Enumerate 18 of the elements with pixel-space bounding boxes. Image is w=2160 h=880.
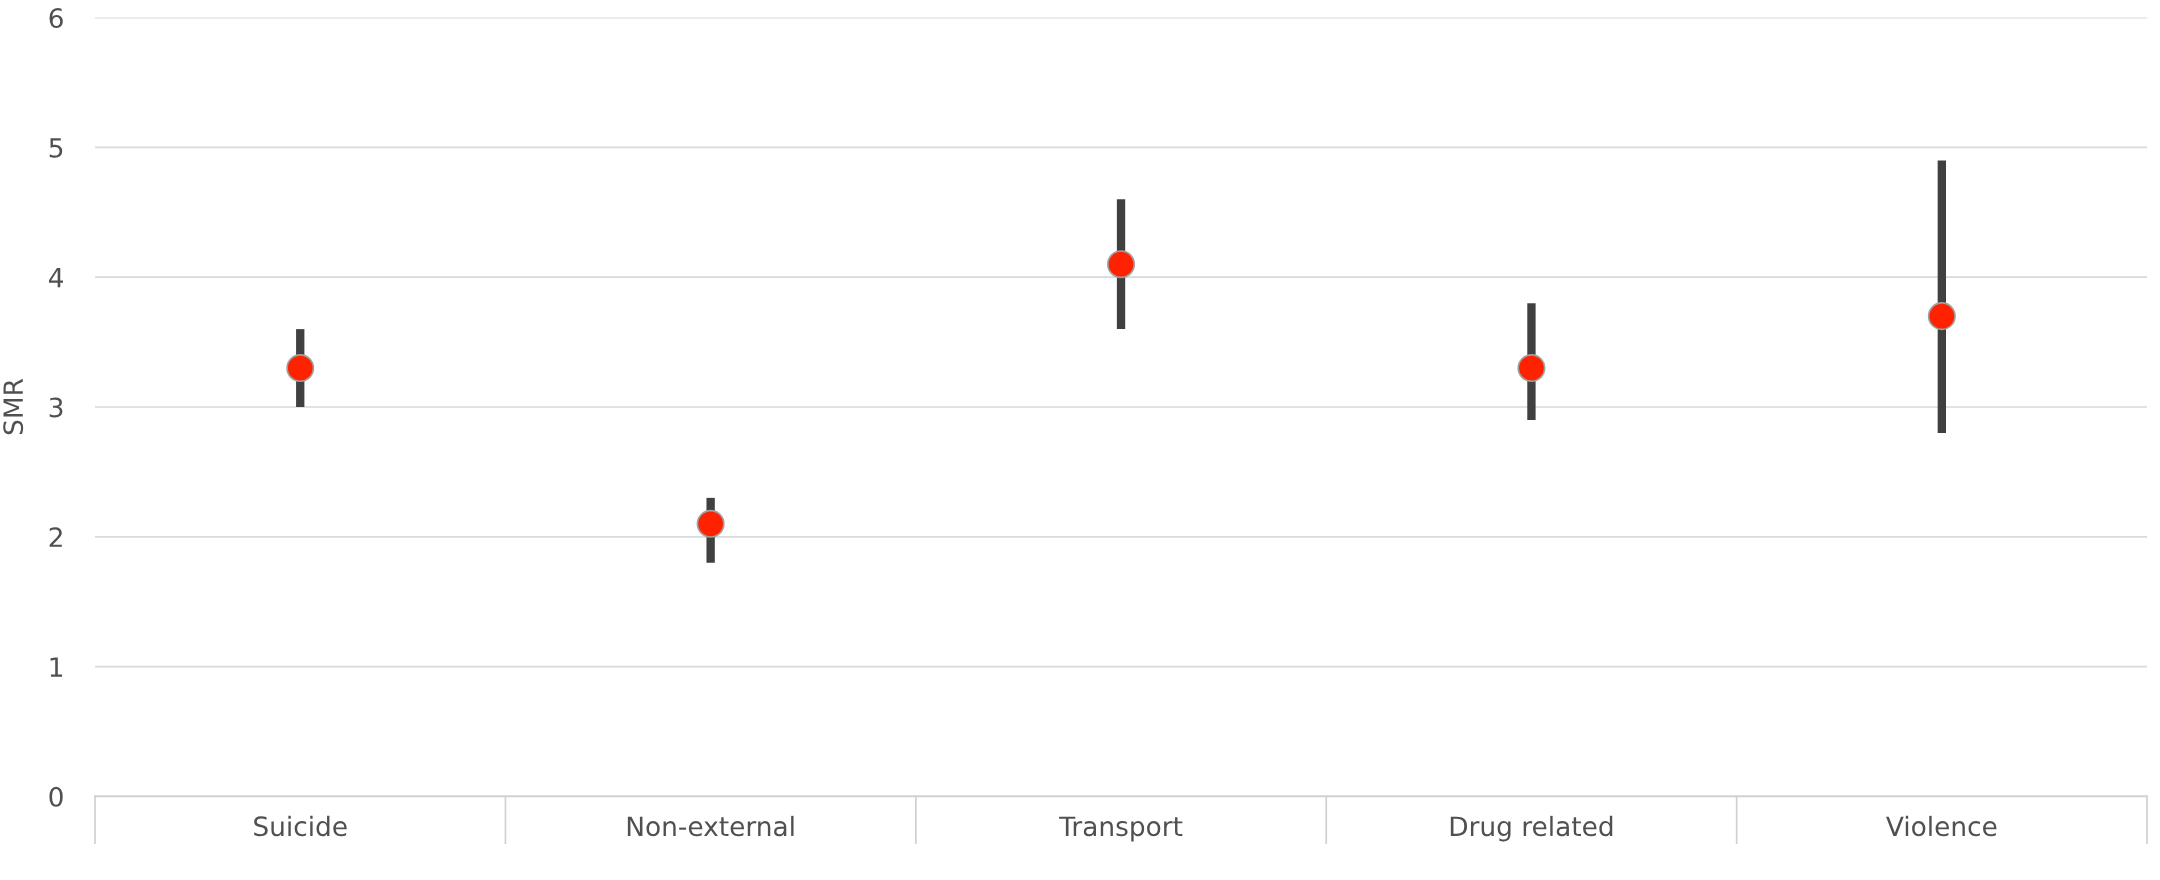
x-tick-label: Transport — [1059, 816, 1183, 842]
y-tick-label: 4 — [48, 267, 63, 288]
point — [1517, 354, 1546, 383]
x-tick-label: Violence — [1886, 815, 1997, 837]
point — [696, 509, 725, 538]
y-tick-label: 2 — [49, 527, 62, 547]
point — [286, 354, 315, 383]
y-tick-label: 1 — [50, 657, 63, 677]
y-tick-label: 5 — [49, 138, 63, 158]
y-tick-label: 0 — [49, 786, 63, 807]
x-tick-label: Suicide — [254, 815, 347, 837]
x-tick-label: Non-external — [627, 815, 794, 837]
y-axis-title: SMR — [3, 378, 24, 435]
point — [1927, 302, 1956, 331]
point — [1107, 250, 1136, 279]
y-tick-label: 3 — [49, 397, 63, 418]
x-tick-label: Drug related — [1450, 815, 1613, 842]
y-tick-label: 6 — [49, 8, 63, 28]
